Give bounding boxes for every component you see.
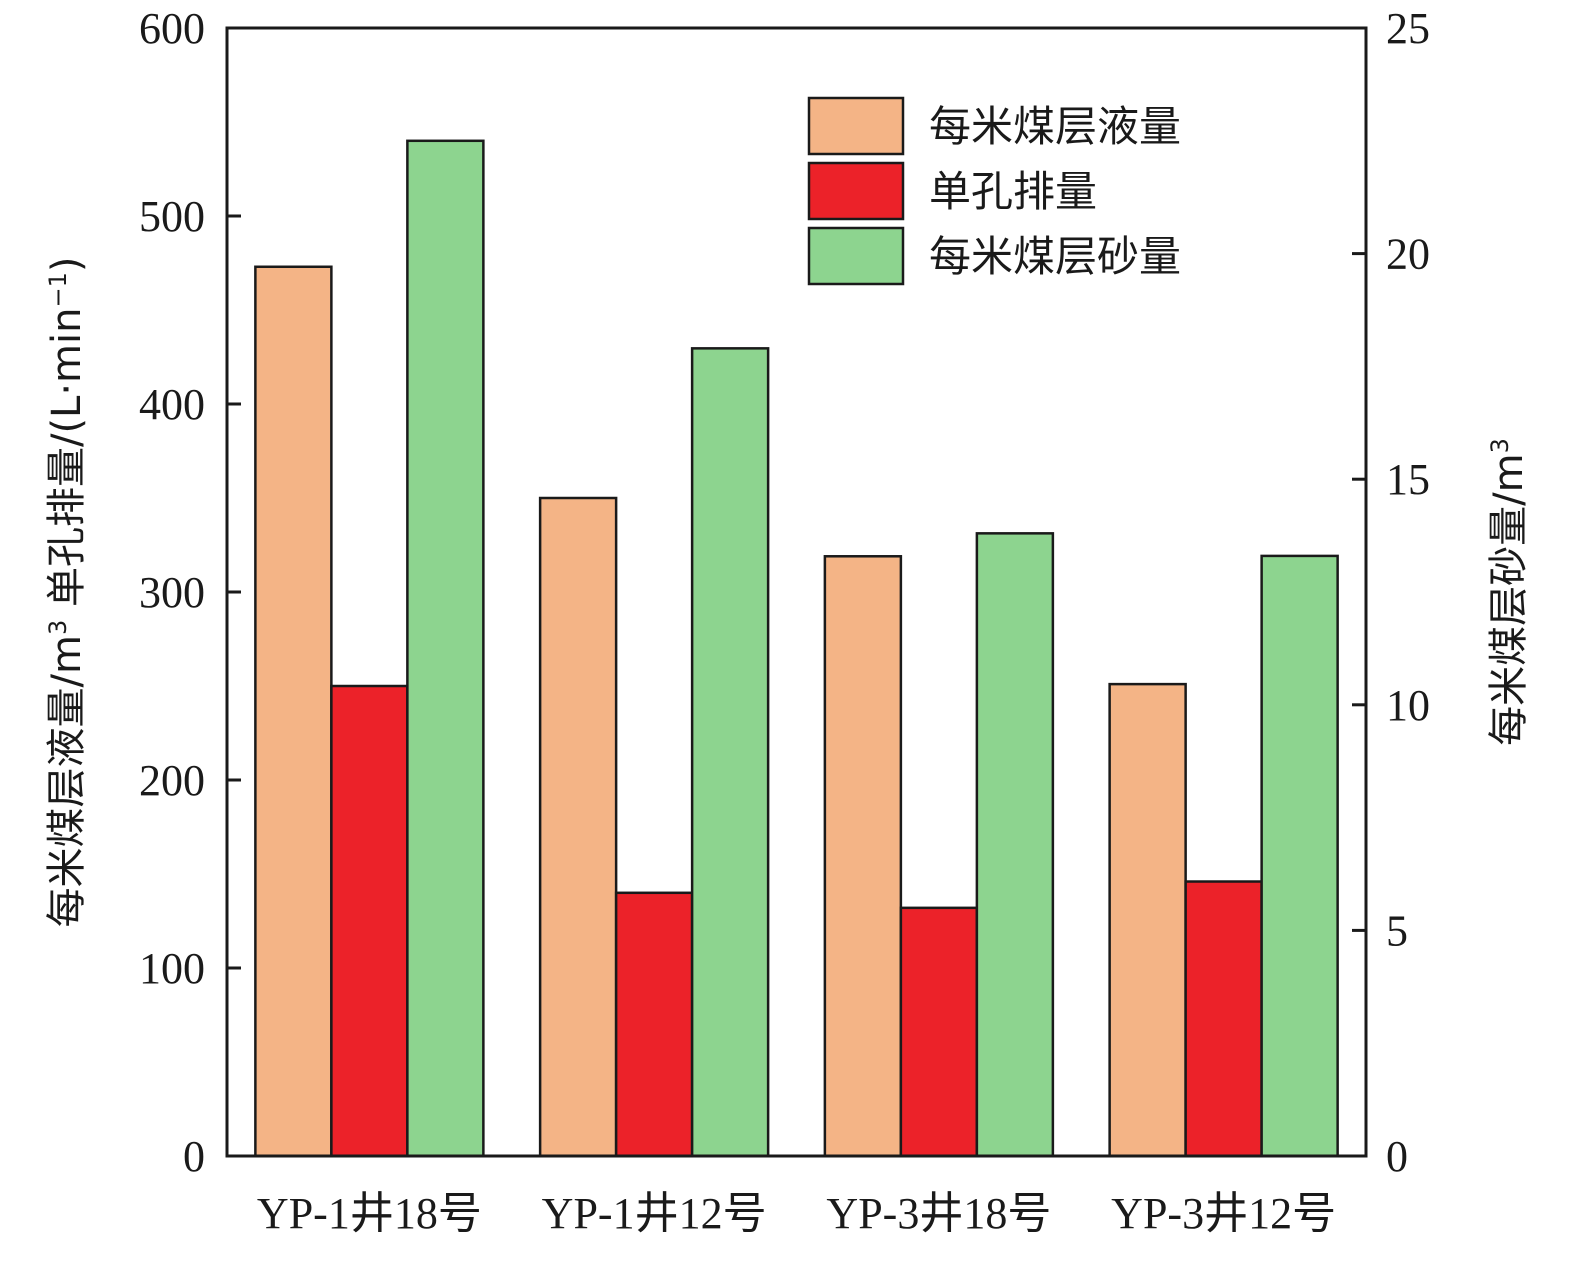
right-axis-title-main-sup: 3 — [1486, 438, 1514, 453]
legend-swatch-1 — [807, 96, 905, 156]
right-axis-title: 每米煤层砂量/m3 — [1486, 438, 1532, 746]
bar-3-4 — [1260, 554, 1339, 1158]
left-axis-title: 每米煤层液量/m3 单孔排量/(L·min−1) — [44, 257, 90, 928]
left-axis-title-second-sup: −1 — [44, 272, 72, 307]
bar-1-3 — [823, 555, 903, 1158]
legend-swatch-2 — [807, 161, 905, 221]
left-axis-title-second: 单孔排量/(L·min — [44, 308, 90, 620]
left-tick-label: 500 — [139, 192, 205, 241]
bar-3-1 — [406, 139, 485, 1158]
right-axis-title-main: 每米煤层砂量/m — [1486, 453, 1532, 745]
left-tick-label: 300 — [139, 568, 205, 617]
right-tick-label: 0 — [1386, 1132, 1408, 1181]
x-tick-label: YP-3井18号 — [826, 1189, 1051, 1238]
x-tick-label: YP-1井12号 — [542, 1189, 767, 1238]
right-tick-label: 5 — [1386, 906, 1408, 955]
left-tick-label: 200 — [139, 756, 205, 805]
left-axis-title-main-sup: 3 — [44, 620, 72, 635]
x-tick-label: YP-3井12号 — [1111, 1189, 1336, 1238]
legend-label-3: 每米煤层砂量 — [929, 232, 1181, 281]
bar-3-2 — [690, 347, 770, 1158]
x-axis-labels: YP-1井18号 YP-1井12号 YP-3井18号 YP-3井12号 — [257, 1189, 1336, 1238]
bar-2-1 — [330, 684, 409, 1158]
left-tick-label: 400 — [139, 380, 205, 429]
left-axis-title-main: 每米煤层液量/m — [44, 635, 90, 927]
x-tick-label: YP-1井18号 — [257, 1189, 482, 1238]
bar-3-3 — [975, 532, 1055, 1158]
bar-1-1 — [254, 265, 333, 1158]
legend-swatch-3 — [807, 226, 905, 286]
bars-group — [254, 139, 1339, 1158]
bar-1-2 — [538, 496, 618, 1158]
legend-label-1: 每米煤层液量 — [929, 102, 1181, 151]
bar-2-3 — [899, 906, 979, 1158]
right-axis: 0 5 10 15 20 25 — [1352, 4, 1430, 1181]
right-tick-label: 25 — [1386, 4, 1430, 53]
left-axis: 0 100 200 300 400 500 600 — [139, 4, 241, 1181]
left-axis-title-second-end: ) — [44, 257, 90, 273]
right-tick-label: 15 — [1386, 455, 1430, 504]
legend-label-2: 单孔排量 — [929, 167, 1097, 216]
bar-1-4 — [1108, 682, 1187, 1158]
right-tick-label: 10 — [1386, 681, 1430, 730]
left-tick-label: 0 — [183, 1132, 205, 1181]
bar-2-2 — [614, 891, 694, 1158]
left-tick-label: 100 — [139, 944, 205, 993]
right-tick-label: 20 — [1386, 230, 1430, 279]
bar-2-4 — [1184, 880, 1263, 1158]
left-tick-label: 600 — [139, 4, 205, 53]
